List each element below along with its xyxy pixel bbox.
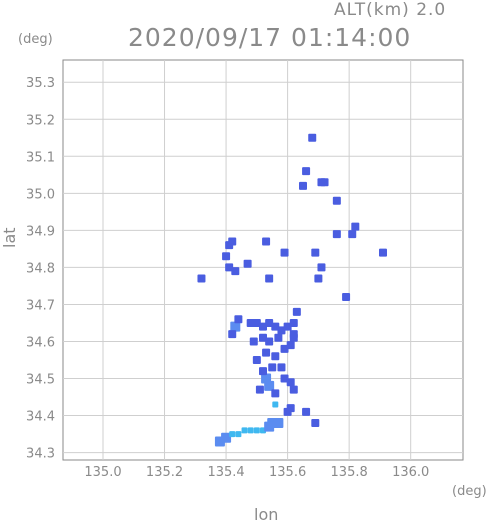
echo-cell xyxy=(235,431,242,438)
echo-cell xyxy=(268,363,277,372)
echo-cell xyxy=(228,330,237,339)
echo-cell xyxy=(299,181,307,190)
y-tick-label: 35.3 xyxy=(26,76,55,91)
echo-cell xyxy=(259,367,267,376)
echo-cell xyxy=(259,333,267,342)
echo-cell xyxy=(280,344,289,353)
echo-cell xyxy=(286,404,295,413)
y-tick-label: 35.1 xyxy=(26,150,55,165)
x-tick-label: 135.8 xyxy=(331,465,368,480)
echo-cell xyxy=(231,267,240,276)
echo-cell xyxy=(308,133,317,142)
echo-cell xyxy=(280,374,289,383)
x-axis-unit: (deg) xyxy=(452,484,487,499)
echo-cell xyxy=(252,356,261,364)
echo-cell xyxy=(229,431,236,438)
echo-cell xyxy=(277,326,286,335)
y-ticks: 34.3 34.4 34.5 34.6 34.7 34.8 34.9 35.0 35.1 35.2… xyxy=(26,76,55,461)
echo-cell xyxy=(274,333,283,342)
x-tick-label: 135.2 xyxy=(146,465,183,480)
x-tick-label: 135.6 xyxy=(269,465,306,480)
echo-cell xyxy=(302,167,311,176)
altitude-label: ALT(km) 2.0 xyxy=(334,0,447,20)
y-tick-label: 35.2 xyxy=(26,113,55,128)
x-axis-label: lon xyxy=(254,505,279,524)
y-tick-label: 34.9 xyxy=(26,224,55,239)
echo-cell xyxy=(379,248,387,257)
echo-cell xyxy=(265,337,274,346)
echo-cell xyxy=(292,307,301,316)
echo-cell xyxy=(271,322,280,331)
echo-cell xyxy=(252,318,261,327)
y-axis-unit: (deg) xyxy=(18,32,53,47)
echo-cell xyxy=(320,178,329,187)
y-tick-label: 35.0 xyxy=(26,187,55,202)
echo-cell xyxy=(243,259,252,268)
echo-cell xyxy=(286,341,295,350)
echo-cell xyxy=(225,263,234,272)
y-tick-label: 34.8 xyxy=(26,261,55,276)
x-tick-label: 135.0 xyxy=(84,465,121,480)
echo-cell xyxy=(246,318,255,327)
grid-lines xyxy=(63,60,463,460)
echo-cell xyxy=(302,407,311,416)
echo-cell xyxy=(255,385,264,394)
x-tick-label: 135.4 xyxy=(207,465,244,480)
y-tick-label: 34.3 xyxy=(26,447,55,462)
echo-cell xyxy=(262,237,271,246)
echo-cell xyxy=(273,417,284,428)
echo-cell xyxy=(249,337,258,346)
echo-cell xyxy=(311,248,320,257)
echo-cell xyxy=(247,427,254,434)
chart-title-datetime: 2020/09/17 01:14:00 xyxy=(128,23,412,52)
echo-cell xyxy=(289,385,298,394)
echo-cell xyxy=(286,378,295,387)
echo-cell xyxy=(317,263,326,272)
y-tick-label: 34.5 xyxy=(26,373,55,388)
y-tick-label: 34.6 xyxy=(26,335,55,350)
echo-cell xyxy=(351,222,360,231)
echo-cell xyxy=(314,274,323,283)
echo-cell xyxy=(265,318,274,327)
echo-cell xyxy=(272,401,279,408)
echo-cell xyxy=(277,363,286,372)
y-tick-label: 34.4 xyxy=(26,410,55,425)
echo-cell xyxy=(311,418,320,427)
echo-cell xyxy=(264,380,275,391)
echo-cell xyxy=(259,322,267,331)
echo-cell xyxy=(222,252,231,261)
echo-cell xyxy=(234,315,243,324)
echo-cell xyxy=(348,230,357,239)
echo-cell xyxy=(271,352,280,361)
echo-cell xyxy=(332,230,341,239)
x-tick-label: 136.0 xyxy=(392,465,429,480)
echo-cell xyxy=(289,318,298,327)
echo-cell xyxy=(332,196,341,205)
echo-cell xyxy=(241,427,248,434)
echo-cell xyxy=(264,421,275,432)
plot-frame xyxy=(62,59,464,461)
echo-cell xyxy=(230,321,241,332)
echo-cells xyxy=(197,133,387,447)
echo-cell xyxy=(289,330,298,339)
echo-cell xyxy=(271,389,280,398)
echo-cell xyxy=(197,274,206,283)
echo-cell xyxy=(265,274,274,283)
echo-cell xyxy=(342,293,351,302)
y-tick-label: 34.7 xyxy=(26,298,55,313)
echo-cell xyxy=(221,432,232,443)
echo-cell xyxy=(280,248,289,257)
echo-cell xyxy=(283,322,292,331)
echo-cell xyxy=(253,427,260,434)
echo-cell xyxy=(228,237,237,246)
x-ticks: 135.0 135.2 135.4 135.6 135.8 136.0 xyxy=(84,465,429,480)
echo-cell xyxy=(262,348,271,357)
